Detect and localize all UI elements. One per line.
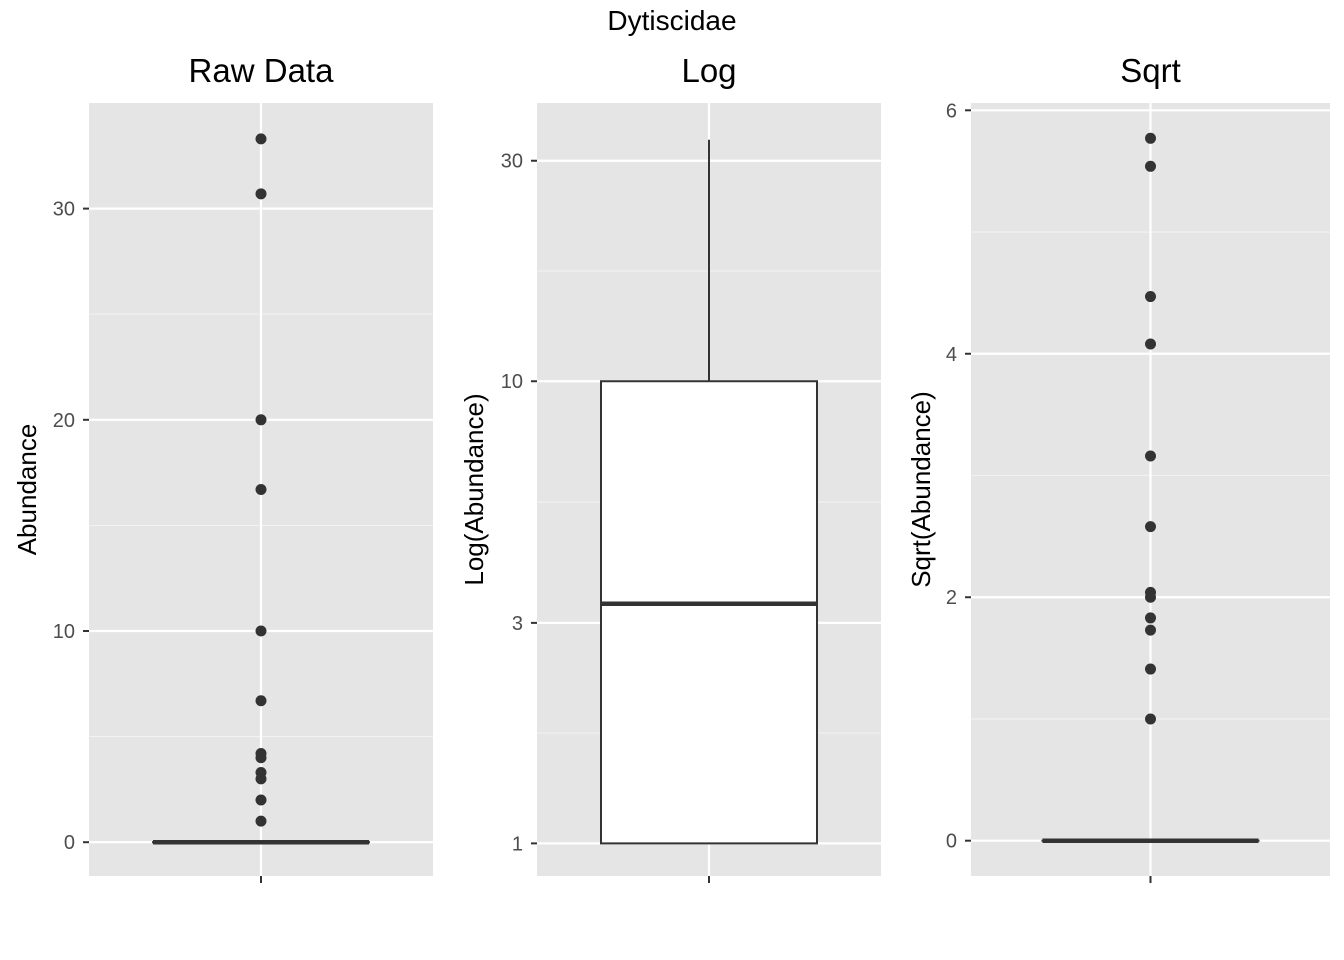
outlier-point bbox=[1145, 132, 1156, 144]
outlier-point bbox=[255, 188, 267, 200]
panel-title: Sqrt bbox=[1120, 52, 1181, 89]
outlier-point bbox=[255, 625, 267, 637]
figure-title: Dytiscidae bbox=[607, 5, 737, 36]
y-tick-label: 1 bbox=[512, 833, 523, 855]
outlier-point bbox=[1145, 291, 1156, 303]
outlier-point bbox=[255, 133, 267, 145]
y-tick-label: 0 bbox=[64, 832, 75, 854]
outlier-point bbox=[255, 815, 267, 827]
outlier-point bbox=[255, 484, 267, 495]
box-iqr bbox=[600, 380, 818, 845]
outlier-point bbox=[1145, 663, 1156, 675]
y-tick-label: 3 bbox=[512, 613, 523, 635]
y-tick-label: 30 bbox=[501, 151, 523, 173]
outlier-point bbox=[1145, 624, 1156, 636]
outlier-point bbox=[1145, 612, 1156, 624]
outlier-point bbox=[255, 794, 267, 806]
y-tick-label: 30 bbox=[53, 199, 75, 221]
y-tick-label: 2 bbox=[946, 587, 957, 609]
outlier-point bbox=[255, 695, 267, 707]
y-tick-label: 20 bbox=[53, 410, 75, 432]
y-axis-label: Log(Abundance) bbox=[459, 393, 489, 585]
outlier-point bbox=[255, 414, 267, 426]
y-tick-label: 6 bbox=[946, 100, 957, 122]
outlier-point bbox=[255, 773, 267, 785]
y-tick-label: 0 bbox=[946, 831, 957, 853]
y-tick-label: 4 bbox=[946, 344, 957, 366]
outlier-point bbox=[1145, 338, 1156, 350]
y-tick-label: 10 bbox=[501, 371, 523, 393]
outlier-point bbox=[1145, 713, 1156, 725]
panel-title: Raw Data bbox=[189, 52, 335, 89]
outlier-point bbox=[255, 752, 267, 764]
outlier-point bbox=[1145, 160, 1156, 172]
y-tick-label: 10 bbox=[53, 621, 75, 643]
outlier-point bbox=[1145, 521, 1156, 533]
y-axis-label: Abundance bbox=[12, 424, 42, 556]
outlier-point bbox=[1145, 450, 1156, 462]
panel-title: Log bbox=[681, 52, 736, 89]
outlier-point bbox=[1145, 591, 1156, 603]
y-axis-label: Sqrt(Abundance) bbox=[906, 391, 936, 588]
